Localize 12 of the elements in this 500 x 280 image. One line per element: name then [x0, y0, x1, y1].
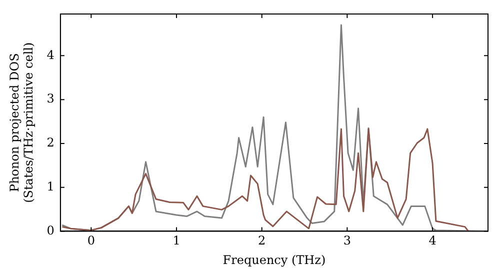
x-tick-label: 1: [172, 234, 180, 248]
y-tick-label: 3: [46, 92, 54, 106]
y-tick-label: 1: [46, 179, 54, 194]
x-tick-label: 2: [258, 234, 266, 248]
x-tick-label: 3: [343, 234, 352, 248]
x-axis-title: Frequency (THz): [222, 252, 326, 267]
y-tick-label: 0: [46, 223, 54, 238]
x-tick-label: 0: [87, 234, 95, 248]
y-axis-title: Phonon projected DOS (States/THz·primitive cell): [7, 42, 36, 203]
x-tick-label: 4: [428, 234, 437, 248]
y-tick-label: 4: [46, 48, 55, 62]
y-tick-label: 2: [46, 136, 54, 150]
